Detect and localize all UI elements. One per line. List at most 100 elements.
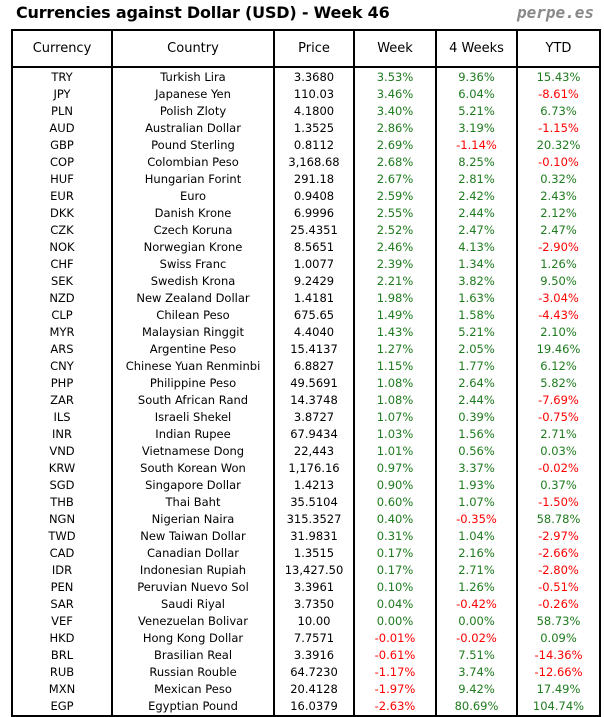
table-row: CLP Chilean Peso 675.65 1.49% 1.58% -4.43% [11,307,601,324]
country-name: Peruvian Nuevo Sol [111,579,275,596]
currency-code: ILS [11,409,113,426]
currency-code: SEK [11,273,113,290]
table-row: CZK Czech Koruna 25.4351 2.52% 2.47% 2.47% [11,222,601,239]
country-name: Saudi Riyal [111,596,275,613]
table-row: SGD Singapore Dollar 1.4213 0.90% 1.93% 0.37% [11,477,601,494]
price: 3.3916 [273,647,355,664]
ytd-change: -2.90% [516,239,601,256]
table-row: ZAR South African Rand 14.3748 1.08% 2.44% -7… [11,392,601,409]
header-row: Currency Country Price Week 4 Weeks YTD [11,29,601,68]
price: 0.8112 [273,137,355,154]
price: 4.4040 [273,324,355,341]
country-name: Chinese Yuan Renminbi [111,358,275,375]
week-change: 2.86% [353,120,437,137]
price: 1.4213 [273,477,355,494]
country-name: Thai Baht [111,494,275,511]
table-row: TRY Turkish Lira 3.3680 3.53% 9.36% 15.43% [11,67,601,86]
ytd-change: 2.47% [516,222,601,239]
four-week-change: 2.05% [435,341,518,358]
week-change: 1.43% [353,324,437,341]
currency-code: ARS [11,341,113,358]
four-week-change: 7.51% [435,647,518,664]
table-row: JPY Japanese Yen 110.03 3.46% 6.04% -8.61% [11,86,601,103]
ytd-change: -2.97% [516,528,601,545]
currency-code: CAD [11,545,113,562]
week-change: 2.59% [353,188,437,205]
ytd-change: 2.10% [516,324,601,341]
ytd-change: 1.26% [516,256,601,273]
price: 1.4181 [273,290,355,307]
price: 14.3748 [273,392,355,409]
currency-code: COP [11,154,113,171]
four-week-change: 3.74% [435,664,518,681]
currency-code: HUF [11,171,113,188]
ytd-change: 0.32% [516,171,601,188]
country-name: Argentine Peso [111,341,275,358]
table-row: AUD Australian Dollar 1.3525 2.86% 3.19% -1.1… [11,120,601,137]
currency-code: MXN [11,681,113,698]
ytd-change: 104.74% [516,698,601,716]
ytd-change: 5.82% [516,375,601,392]
table-row: INR Indian Rupee 67.9434 1.03% 1.56% 2.71% [11,426,601,443]
currency-code: EGP [11,698,113,716]
four-week-change: 2.44% [435,392,518,409]
ytd-change: 0.09% [516,630,601,647]
table-row: SEK Swedish Krona 9.2429 2.21% 3.82% 9.50% [11,273,601,290]
currency-code: THB [11,494,113,511]
four-week-change: -0.42% [435,596,518,613]
table-row: PLN Polish Zloty 4.1800 3.40% 5.21% 6.73% [11,103,601,120]
price: 6.8827 [273,358,355,375]
table-body: TRY Turkish Lira 3.3680 3.53% 9.36% 15.43% JPY… [11,67,601,716]
week-change: 1.03% [353,426,437,443]
country-name: Czech Koruna [111,222,275,239]
four-week-change: 9.36% [435,67,518,86]
country-name: Philippine Peso [111,375,275,392]
table-row: NGN Nigerian Naira 315.3527 0.40% -0.35% 58.7… [11,511,601,528]
country-name: New Taiwan Dollar [111,528,275,545]
four-week-change: 2.42% [435,188,518,205]
country-name: Hong Kong Dollar [111,630,275,647]
four-week-change: 1.56% [435,426,518,443]
ytd-change: -0.26% [516,596,601,613]
ytd-change: 2.43% [516,188,601,205]
week-change: -1.17% [353,664,437,681]
price: 3.3961 [273,579,355,596]
currency-code: BRL [11,647,113,664]
currency-code: INR [11,426,113,443]
ytd-change: -2.66% [516,545,601,562]
table-row: NZD New Zealand Dollar 1.4181 1.98% 1.63% -3.… [11,290,601,307]
table-row: PHP Philippine Peso 49.5691 1.08% 2.64% 5.82% [11,375,601,392]
table-row: CNY Chinese Yuan Renminbi 6.8827 1.15% 1.77%… [11,358,601,375]
country-name: Mexican Peso [111,681,275,698]
four-week-change: 1.34% [435,256,518,273]
currency-code: PEN [11,579,113,596]
ytd-change: 0.03% [516,443,601,460]
country-name: Indonesian Rupiah [111,562,275,579]
table-row: THB Thai Baht 35.5104 0.60% 1.07% -1.50% [11,494,601,511]
country-name: Polish Zloty [111,103,275,120]
table-row: MXN Mexican Peso 20.4128 -1.97% 9.42% 17.49% [11,681,601,698]
header-4-weeks: 4 Weeks [435,29,518,68]
table-row: PEN Peruvian Nuevo Sol 3.3961 0.10% 1.26% -0.… [11,579,601,596]
country-name: Swedish Krona [111,273,275,290]
four-week-change: -0.35% [435,511,518,528]
four-week-change: -0.02% [435,630,518,647]
four-week-change: 2.44% [435,205,518,222]
four-week-change: 1.63% [435,290,518,307]
week-change: 3.40% [353,103,437,120]
four-week-change: 5.21% [435,103,518,120]
table-row: VEF Venezuelan Bolivar 10.00 0.00% 0.00% 58.7… [11,613,601,630]
ytd-change: -0.75% [516,409,601,426]
week-change: 2.46% [353,239,437,256]
week-change: 3.46% [353,86,437,103]
ytd-change: 58.73% [516,613,601,630]
ytd-change: -1.50% [516,494,601,511]
table-row: EGP Egyptian Pound 16.0379 -2.63% 80.69% 104.… [11,698,601,716]
currency-code: AUD [11,120,113,137]
week-change: 0.04% [353,596,437,613]
week-change: -0.61% [353,647,437,664]
currency-code: SGD [11,477,113,494]
four-week-change: 1.77% [435,358,518,375]
four-week-change: 2.64% [435,375,518,392]
table-row: HUF Hungarian Forint 291.18 2.67% 2.81% 0.32% [11,171,601,188]
